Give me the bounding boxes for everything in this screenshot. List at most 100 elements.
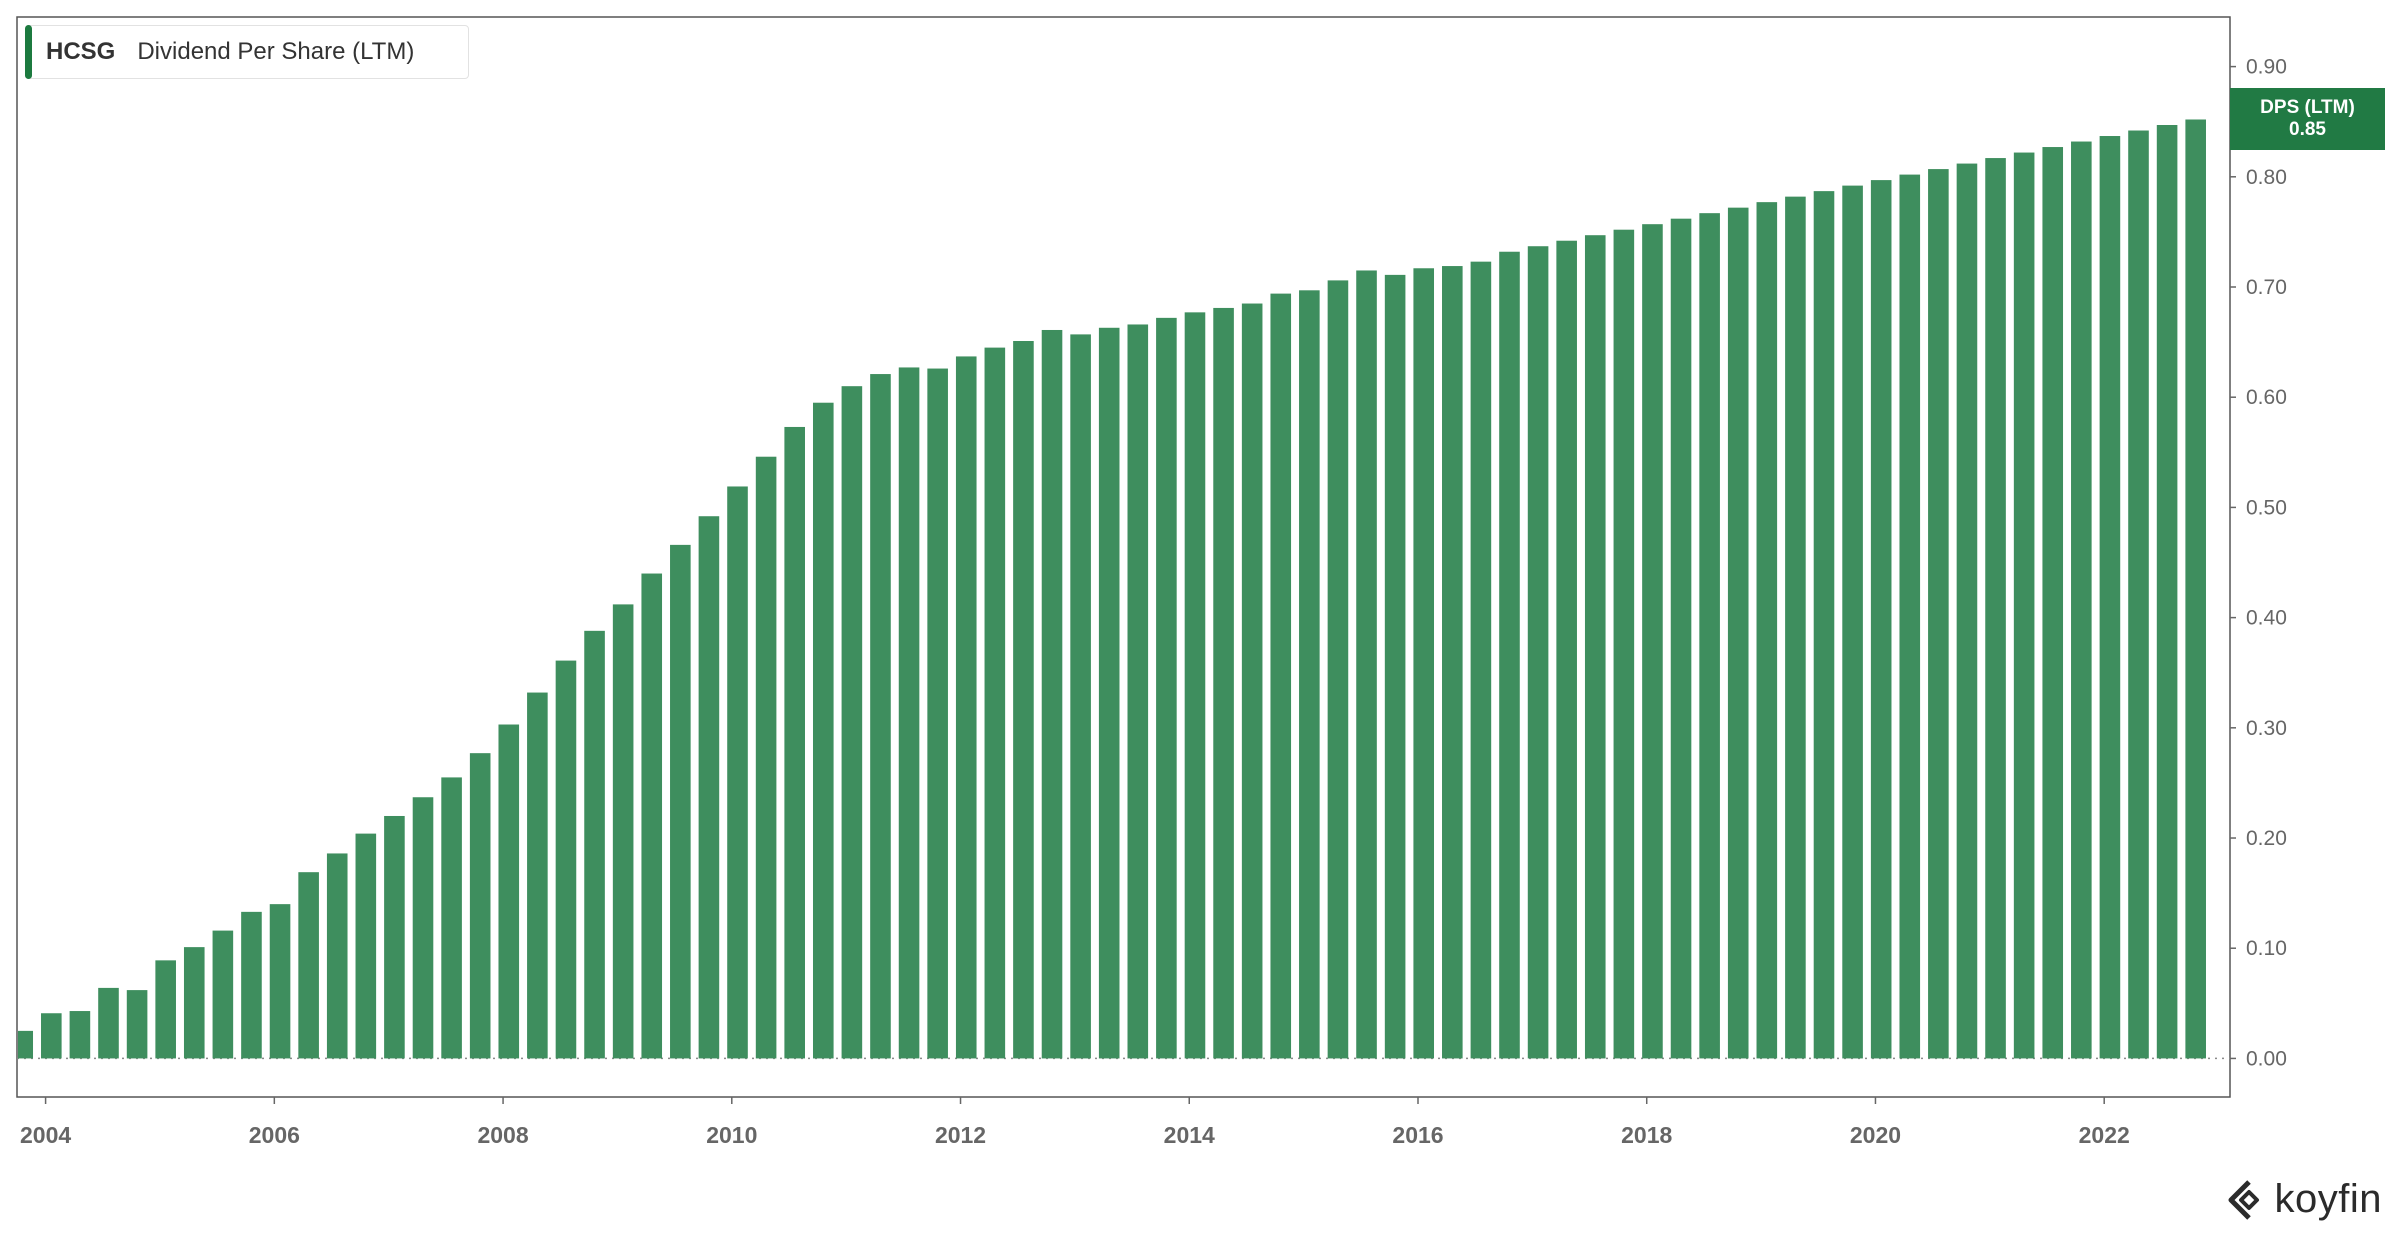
x-tick-label: 2008 — [477, 1122, 528, 1148]
bar — [1699, 213, 1720, 1059]
bar — [1041, 329, 1063, 1059]
legend-ticker: HCSG — [46, 38, 116, 65]
bar — [1928, 169, 1949, 1059]
bar — [1013, 341, 1034, 1059]
bar — [1842, 185, 1863, 1059]
bar — [955, 356, 977, 1059]
value-tag-label: DPS (LTM) — [2260, 97, 2355, 119]
x-tick-label: 2006 — [249, 1122, 300, 1148]
bar — [870, 374, 891, 1059]
y-tick-label: 0.10 — [2246, 937, 2287, 960]
bar — [1956, 163, 1978, 1059]
bar — [1556, 240, 1577, 1059]
bar — [98, 987, 119, 1059]
bar — [1813, 191, 1835, 1059]
y-tick-label: 0.70 — [2246, 276, 2287, 299]
bar — [1785, 196, 1806, 1059]
bar — [2156, 125, 2178, 1059]
bar — [698, 516, 720, 1059]
bar — [2042, 147, 2064, 1059]
bar — [498, 724, 520, 1059]
plot-frame — [16, 16, 2231, 1098]
bar — [212, 930, 234, 1059]
bar — [898, 367, 920, 1059]
bar — [1356, 270, 1377, 1059]
bar — [784, 426, 805, 1059]
x-tick-label: 2004 — [20, 1122, 71, 1148]
bar — [2071, 141, 2092, 1059]
bar — [1213, 307, 1234, 1059]
bar — [1184, 312, 1206, 1059]
bar — [2013, 152, 2035, 1059]
bar — [384, 815, 405, 1059]
x-tick-label: 2018 — [1621, 1122, 1672, 1148]
bar — [126, 990, 148, 1059]
legend[interactable]: HCSG Dividend Per Share (LTM) — [25, 25, 469, 79]
logo-text: koyfin — [2274, 1177, 2382, 1221]
x-tick-label: 2016 — [1392, 1122, 1443, 1148]
bar — [2099, 136, 2121, 1059]
koyfin-chevron-icon — [2228, 1179, 2259, 1220]
value-tag-value: 0.85 — [2289, 119, 2326, 141]
bar — [555, 660, 577, 1059]
bar — [1642, 224, 1663, 1059]
bar — [1670, 218, 1692, 1059]
koyfin-logo: koyfin — [2225, 1177, 2383, 1222]
y-tick-label: 0.80 — [2246, 166, 2287, 189]
bar — [183, 947, 205, 1059]
bar — [1985, 158, 2006, 1059]
bar — [69, 1011, 91, 1059]
bar — [2128, 130, 2149, 1059]
bar — [527, 692, 548, 1059]
y-tick-label: 0.60 — [2246, 386, 2287, 409]
y-tick-label: 0.40 — [2246, 607, 2287, 630]
x-tick-label: 2012 — [935, 1122, 986, 1148]
y-tick-label: 0.50 — [2246, 496, 2287, 519]
bar — [155, 960, 176, 1059]
bar — [1327, 280, 1349, 1059]
bar — [1756, 202, 1778, 1059]
bar — [2185, 119, 2206, 1059]
bar — [1870, 180, 1892, 1059]
bar — [1613, 229, 1635, 1059]
bar — [441, 777, 462, 1059]
x-tick-label: 2020 — [1850, 1122, 1901, 1148]
x-tick-label: 2014 — [1164, 1122, 1215, 1148]
bar — [755, 456, 777, 1059]
bar — [1127, 324, 1149, 1059]
x-tick-label: 2010 — [706, 1122, 757, 1148]
bar — [1070, 334, 1091, 1059]
bar — [984, 347, 1006, 1059]
bar — [1499, 251, 1520, 1059]
bar — [1241, 303, 1263, 1059]
bar — [841, 386, 863, 1059]
legend-swatch — [25, 25, 32, 79]
bar — [670, 544, 691, 1059]
last-value-tag: DPS (LTM) 0.85 — [2230, 88, 2385, 151]
bar — [584, 630, 605, 1059]
bar — [641, 573, 663, 1059]
bar — [812, 402, 834, 1059]
bar-series-hcsg — [18, 119, 2206, 1059]
bar — [727, 486, 748, 1059]
bar — [1899, 174, 1921, 1059]
bar — [1470, 261, 1492, 1059]
x-axis: 2004 2006 2008 2010 2012 2014 2016 2018 2020 2022 — [20, 1097, 2130, 1148]
bar — [1299, 290, 1320, 1059]
bar — [1384, 274, 1406, 1059]
y-tick-label: 0.00 — [2246, 1047, 2287, 1070]
bar — [412, 797, 434, 1059]
x-tick-label: 2022 — [2079, 1122, 2130, 1148]
bar — [41, 1013, 62, 1059]
bar — [298, 872, 319, 1059]
bar — [612, 604, 634, 1059]
bar — [326, 853, 348, 1059]
bar — [355, 833, 377, 1059]
bar — [469, 753, 491, 1059]
bar — [1270, 293, 1292, 1059]
bar — [1413, 268, 1435, 1059]
bar — [18, 1030, 34, 1059]
y-tick-label: 0.20 — [2246, 827, 2287, 850]
bar — [241, 911, 262, 1059]
